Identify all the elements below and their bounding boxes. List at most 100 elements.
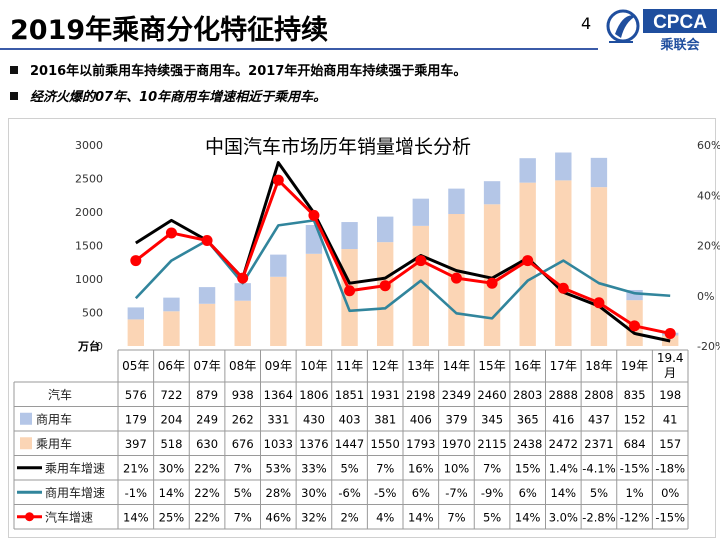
table-cell: 14% [408,510,434,524]
table-cell: 1550 [371,437,400,451]
category-label: 18年 [585,359,612,373]
y-left-tick-label: 3000 [75,139,103,152]
bar-commercial [270,254,287,277]
y-unit-label: 万台 [77,339,100,353]
table-cell: 2438 [513,437,542,451]
table-cell: 518 [160,437,182,451]
table-cell: 2198 [406,388,435,402]
table-cell: 249 [196,412,218,426]
table-cell: 381 [374,412,396,426]
bar-commercial [448,188,465,215]
table-cell: 430 [303,412,325,426]
category-label: 06年 [158,359,185,373]
bullet-1: 2016年以前乘用车持续强于商用车。2017年开始商用车持续强于乘用车。 [10,60,466,79]
table-cell: 0% [661,486,679,500]
point-total-growth [593,297,605,309]
category-label: 10年 [300,359,327,373]
table-row-label: 乘用车增速 [45,460,105,475]
y-right-tick-label: 40% [697,189,720,202]
table-cell: 1447 [335,437,364,451]
logo-text: CPCA [653,12,707,33]
table-cell: 14% [515,510,541,524]
bar-commercial [555,152,572,181]
bar-passenger [483,204,501,346]
table-cell: 1364 [264,388,293,402]
table-cell: -1% [125,486,147,500]
table-cell: 406 [410,412,432,426]
bar-passenger [234,300,251,346]
y-right-tick-label: 20% [697,240,720,253]
table-cell: -9% [481,486,503,500]
page-number: 4 [581,14,592,33]
y-left-tick-label: 1000 [75,273,103,286]
table-cell: 1376 [299,437,328,451]
category-label: 07年 [193,359,220,373]
table-row-label: 商用车 [36,411,72,426]
table-cell: 2472 [549,437,578,451]
table-cell: 262 [232,412,254,426]
bar-passenger [198,303,216,346]
table-cell: 576 [125,388,147,402]
table-cell: 41 [663,412,678,426]
table-cell: 345 [481,412,503,426]
table-cell: 2115 [477,437,506,451]
table-cell: 14% [123,510,149,524]
table-row-label: 商用车增速 [45,485,105,500]
table-row-label: 汽车 [48,387,72,402]
table-cell: -7% [445,486,467,500]
table-cell: 7% [234,461,252,475]
point-total-growth [522,255,534,267]
bar-commercial [483,181,501,205]
table-cell: 5% [234,486,252,500]
table-cell: 21% [123,461,149,475]
table-cell: 14% [159,486,185,500]
bar-commercial [127,307,145,320]
table-cell: -18% [655,461,685,475]
point-total-growth [557,282,569,294]
bar-commercial [626,289,643,301]
bar-commercial [341,222,358,250]
bar-passenger [590,187,608,346]
bar-passenger [305,253,323,346]
table-cell: 179 [125,412,147,426]
point-total-growth [344,285,356,297]
category-label: 09年 [265,359,292,373]
table-cell: 2808 [584,388,613,402]
table-cell: 835 [624,388,646,402]
table-cell: 7% [376,461,394,475]
table-cell: -15% [655,510,685,524]
y-left-tick-label: 2000 [75,206,103,219]
bullet-1-text: 2016年以前乘用车持续强于商用车。2017年开始商用车持续强于乘用车。 [30,64,467,79]
bar-commercial [234,283,251,301]
table-cell: 437 [588,412,610,426]
table-cell: 331 [267,412,289,426]
table-cell: 32% [301,510,327,524]
table-cell: -4.1% [582,461,615,475]
table-cell: 10% [444,461,470,475]
table-cell: 2888 [549,388,578,402]
title-underline [0,48,598,50]
table-cell: 1851 [335,388,364,402]
bar-commercial [376,216,394,243]
bar-passenger [376,242,394,346]
logo-subtext: 乘联会 [659,37,700,52]
table-cell: 1970 [442,437,471,451]
table-cell: 53% [266,461,292,475]
table-cell: 157 [659,437,681,451]
bar-passenger [555,180,572,346]
table-cell: 2371 [584,437,613,451]
bar-commercial [519,158,536,183]
table-cell: 1033 [264,437,293,451]
table-cell: 1806 [299,388,328,402]
line-total-growth [134,178,671,335]
table-cell: 403 [339,412,361,426]
category-label: 08年 [229,359,256,373]
point-total-growth [664,327,676,339]
category-label: 05年 [122,359,149,373]
category-label: 16年 [514,359,541,373]
point-total-growth [237,272,249,284]
y-left-tick-label: 1500 [75,240,103,253]
category-label: 17年 [550,359,577,373]
y-right-tick-label: 0% [697,290,714,303]
